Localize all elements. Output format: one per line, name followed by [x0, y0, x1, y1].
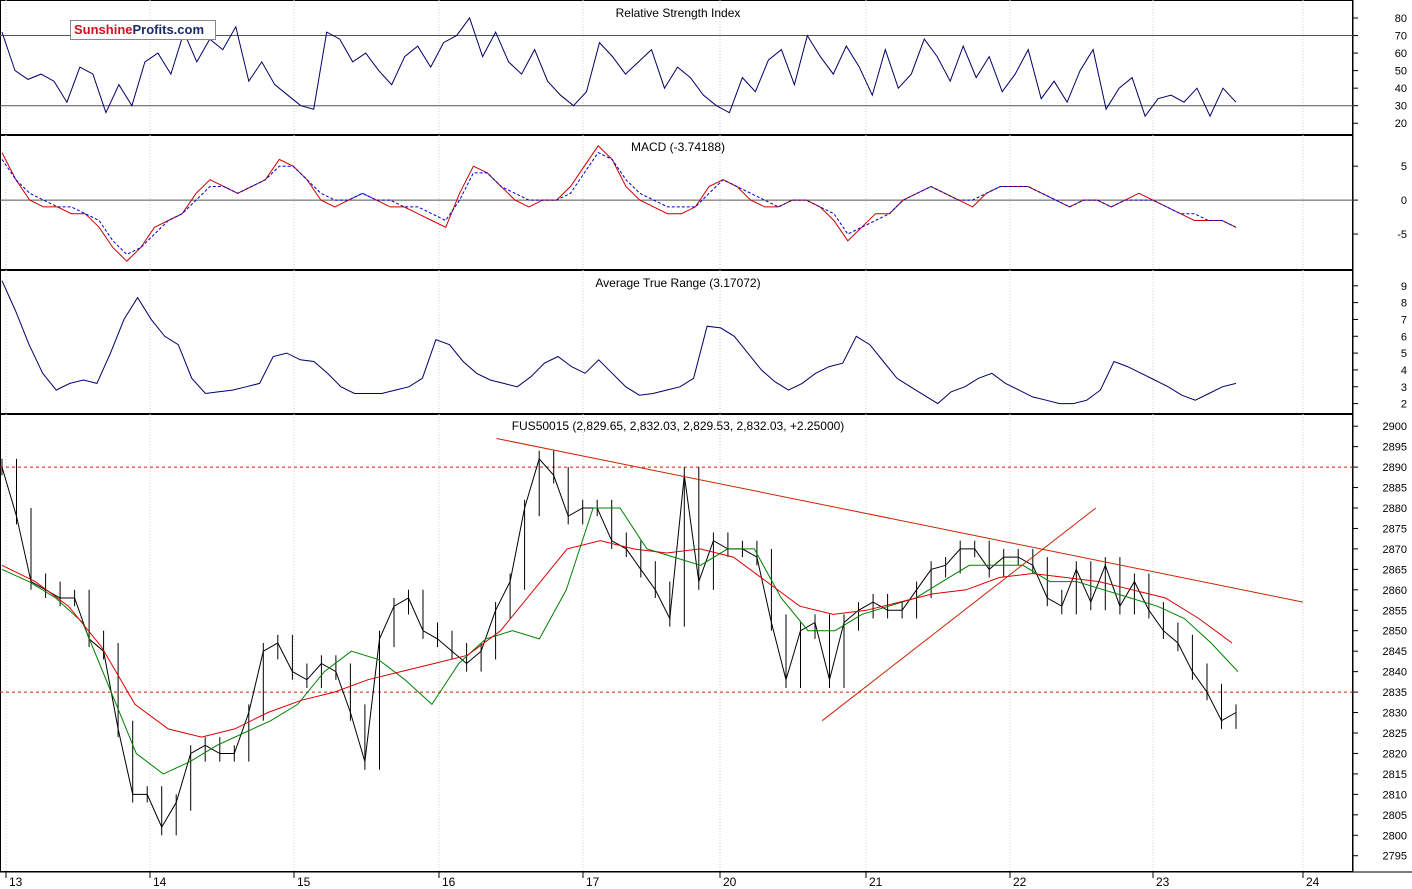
x-tick-label-0: 13 — [9, 875, 23, 889]
y-tick-label-3-2: 2805 — [1383, 810, 1407, 822]
y-tick-label-0-2: 40 — [1395, 83, 1407, 95]
y-tick-label-1-1: 0 — [1401, 195, 1407, 207]
y-tick-label-3-12: 2855 — [1383, 605, 1407, 617]
y-tick-label-3-6: 2825 — [1383, 728, 1407, 740]
y-tick-label-3-10: 2845 — [1383, 646, 1407, 658]
atr-title: Average True Range (3.17072) — [595, 276, 760, 290]
logo-part-1: Sunshine — [74, 22, 133, 37]
x-tick-label-5: 20 — [723, 875, 737, 889]
y-tick-label-3-16: 2875 — [1383, 523, 1407, 535]
y-tick-label-3-13: 2860 — [1383, 585, 1407, 597]
x-tick-label-1: 14 — [153, 875, 167, 889]
axis-ticks: 20304050607080-5052345678927952800280528… — [5, 13, 1407, 889]
rsi-title: Relative Strength Index — [616, 6, 741, 20]
y-tick-label-3-9: 2840 — [1383, 667, 1407, 679]
y-tick-label-0-3: 50 — [1395, 66, 1407, 78]
y-tick-label-3-11: 2850 — [1383, 626, 1407, 638]
y-tick-label-2-7: 9 — [1401, 281, 1407, 293]
moving-average-fast — [1, 507, 1239, 775]
macd-signal-line — [1, 151, 1237, 256]
y-tick-label-0-0: 20 — [1395, 118, 1407, 130]
trend-line-1 — [821, 507, 1097, 722]
y-tick-label-3-8: 2835 — [1383, 687, 1407, 699]
y-tick-label-2-3: 5 — [1401, 348, 1407, 360]
y-tick-label-2-1: 3 — [1401, 382, 1407, 394]
y-tick-label-2-4: 6 — [1401, 331, 1407, 343]
atr-panel — [0, 270, 1353, 414]
y-tick-label-3-21: 2900 — [1383, 421, 1407, 433]
rsi-layer — [0, 16, 1353, 118]
y-tick-label-3-0: 2795 — [1383, 851, 1407, 863]
x-tick-label-3: 16 — [442, 875, 456, 889]
sunshine-profits-logo[interactable]: SunshineProfits.com — [70, 20, 216, 40]
atr-line — [1, 280, 1237, 405]
x-tick-label-2: 15 — [297, 875, 311, 889]
price-panel — [0, 414, 1353, 872]
y-tick-label-1-0: -5 — [1397, 229, 1407, 241]
y-tick-label-3-19: 2890 — [1383, 462, 1407, 474]
y-tick-label-3-7: 2830 — [1383, 708, 1407, 720]
macd-layer — [0, 145, 1353, 262]
x-tick-label-4: 17 — [586, 875, 600, 889]
y-tick-label-2-5: 7 — [1401, 314, 1407, 326]
y-tick-label-2-0: 2 — [1401, 399, 1407, 411]
vertical-gridlines — [5, 0, 1304, 872]
y-tick-label-1-2: 5 — [1401, 161, 1407, 173]
y-tick-label-0-5: 70 — [1395, 31, 1407, 43]
y-tick-label-0-4: 60 — [1395, 48, 1407, 60]
y-tick-label-3-5: 2820 — [1383, 748, 1407, 760]
logo-part-2: Profits.com — [132, 22, 205, 37]
price-layer — [0, 438, 1353, 836]
atr-layer — [1, 280, 1237, 405]
x-tick-label-9: 24 — [1306, 875, 1320, 889]
x-tick-label-8: 23 — [1156, 875, 1170, 889]
y-tick-label-2-6: 8 — [1401, 298, 1407, 310]
y-tick-label-3-20: 2895 — [1383, 442, 1407, 454]
y-tick-label-3-14: 2865 — [1383, 564, 1407, 576]
y-tick-label-2-2: 4 — [1401, 365, 1407, 377]
y-tick-label-0-1: 30 — [1395, 101, 1407, 113]
macd-panel — [0, 135, 1353, 270]
y-tick-label-3-18: 2885 — [1383, 483, 1407, 495]
y-tick-label-3-3: 2810 — [1383, 789, 1407, 801]
y-tick-label-3-1: 2800 — [1383, 830, 1407, 842]
rsi-panel — [0, 0, 1353, 135]
y-tick-label-3-17: 2880 — [1383, 503, 1407, 515]
rsi-line — [1, 16, 1237, 118]
x-tick-label-6: 21 — [869, 875, 883, 889]
y-tick-label-3-4: 2815 — [1383, 769, 1407, 781]
price-title: FUS50015 (2,829.65, 2,832.03, 2,829.53, … — [512, 419, 845, 433]
y-tick-label-3-15: 2870 — [1383, 544, 1407, 556]
moving-average-slow — [1, 540, 1233, 738]
x-tick-label-7: 22 — [1013, 875, 1027, 889]
macd-title: MACD (-3.74188) — [631, 140, 725, 154]
trend-line-0 — [496, 438, 1304, 603]
y-tick-label-0-6: 80 — [1395, 13, 1407, 25]
